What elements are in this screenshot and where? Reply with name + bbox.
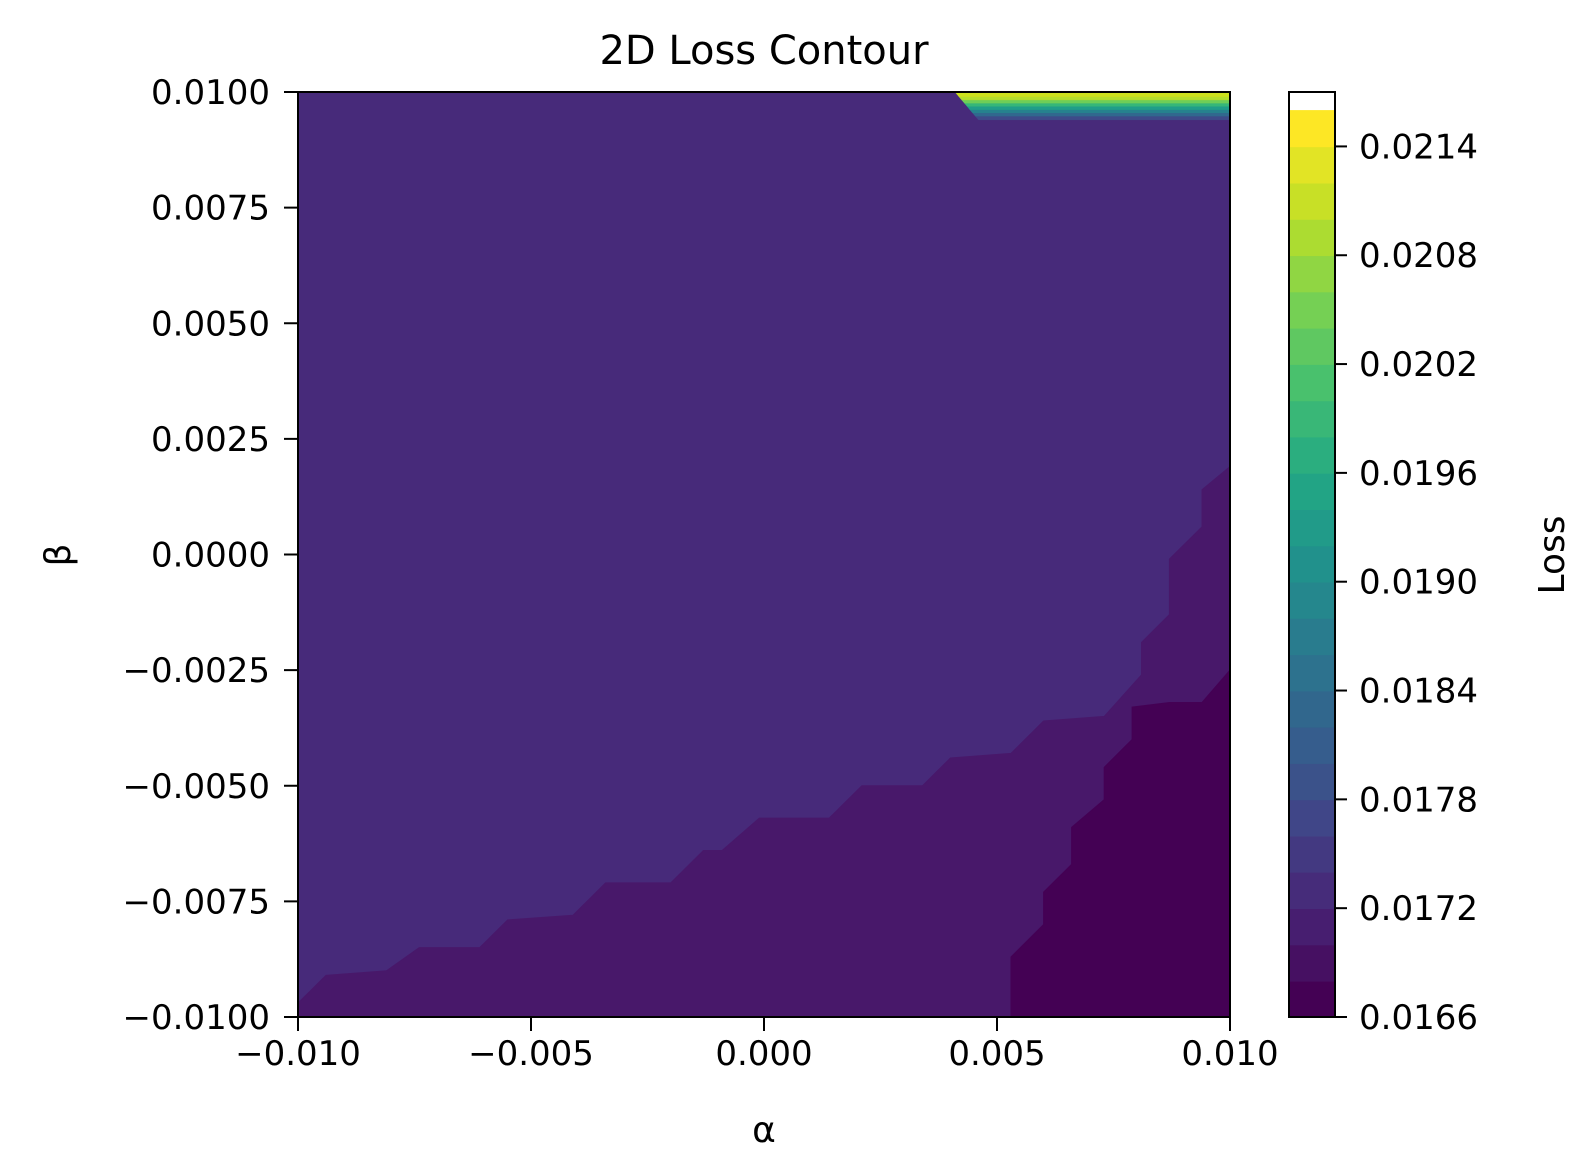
colorbar-band — [1289, 908, 1335, 946]
colorbar-tick-label: 0.0208 — [1359, 236, 1478, 276]
colorbar-band — [1289, 763, 1335, 801]
colorbar-band — [1289, 980, 1335, 1018]
colorbar-band — [1289, 690, 1335, 728]
x-tick-label: 0.000 — [715, 1034, 812, 1074]
colorbar-band — [1289, 618, 1335, 656]
colorbar-band — [1289, 110, 1335, 148]
high-loss-band-3 — [966, 106, 1231, 110]
high-loss-band-5 — [961, 99, 1231, 104]
colorbar-band — [1289, 255, 1335, 293]
chart-title: 2D Loss Contour — [599, 28, 929, 74]
colorbar-tick-label: 0.0196 — [1359, 454, 1478, 494]
colorbar-band — [1289, 146, 1335, 184]
y-tick-label: 0.0100 — [151, 73, 270, 113]
colorbar-band — [1289, 726, 1335, 764]
colorbar-tick-label: 0.0184 — [1359, 672, 1478, 712]
colorbar-frame — [1288, 91, 1336, 1018]
x-tick-label: 0.005 — [948, 1034, 1045, 1074]
colorbar-label: Loss — [1532, 516, 1573, 595]
colorbar-bands — [1289, 110, 1335, 1018]
colorbar-band — [1289, 400, 1335, 438]
y-tick-label: 0.0050 — [151, 304, 270, 344]
contour-region-1 — [297, 465, 1231, 1018]
x-tick-label: −0.005 — [468, 1034, 594, 1074]
colorbar-band — [1289, 545, 1335, 583]
colorbar-band — [1289, 581, 1335, 619]
y-tick-label: 0.0000 — [151, 536, 270, 576]
colorbar-band — [1289, 654, 1335, 692]
x-axis-ticks: −0.010 −0.005 0.000 0.005 0.010 — [235, 1017, 1279, 1074]
colorbar-ticks: 0.0166 0.0172 0.0178 0.0184 0.0190 0.0196 0.02… — [1335, 127, 1478, 1038]
colorbar-band — [1289, 509, 1335, 547]
colorbar-band — [1289, 291, 1335, 329]
high-loss-band — [954, 91, 1231, 121]
high-loss-band-0 — [974, 115, 1231, 121]
colorbar-tick-label: 0.0214 — [1359, 127, 1478, 167]
y-tick-label: 0.0075 — [151, 189, 270, 229]
colorbar-tick-label: 0.0166 — [1359, 998, 1478, 1038]
y-tick-label: −0.0050 — [123, 767, 270, 807]
colorbar-band — [1289, 871, 1335, 909]
plot-area — [297, 91, 1231, 1018]
colorbar-band — [1289, 182, 1335, 220]
y-axis-label: β — [38, 544, 79, 567]
colorbar-band — [1289, 364, 1335, 402]
x-tick-label: −0.010 — [235, 1034, 361, 1074]
colorbar-band — [1289, 944, 1335, 982]
colorbar-tick-label: 0.0178 — [1359, 780, 1478, 820]
x-axis-label: α — [752, 1110, 776, 1151]
y-tick-label: −0.0075 — [123, 882, 270, 922]
colorbar-tick-label: 0.0190 — [1359, 563, 1478, 603]
high-loss-band-6 — [958, 96, 1231, 101]
contour-regions — [297, 91, 1231, 1018]
high-loss-band-2 — [969, 109, 1231, 114]
x-tick-label: 0.010 — [1181, 1034, 1278, 1074]
colorbar-band — [1289, 799, 1335, 837]
colorbar-band — [1289, 219, 1335, 257]
y-tick-label: −0.0100 — [123, 998, 270, 1038]
colorbar-band — [1289, 472, 1335, 510]
high-loss-band-4 — [963, 102, 1231, 107]
colorbar-band — [1289, 327, 1335, 365]
colorbar: 0.0166 0.0172 0.0178 0.0184 0.0190 0.0196 0.02… — [1288, 91, 1573, 1038]
colorbar-tick-label: 0.0202 — [1359, 345, 1478, 385]
colorbar-tick-label: 0.0172 — [1359, 889, 1478, 929]
colorbar-band — [1289, 436, 1335, 474]
contour-region-2 — [1010, 668, 1231, 1018]
y-axis-ticks: −0.0100 −0.0075 −0.0050 −0.0025 0.0000 0.0025… — [123, 73, 298, 1038]
high-loss-band-1 — [971, 112, 1231, 117]
y-tick-label: 0.0025 — [151, 420, 270, 460]
y-tick-label: −0.0025 — [123, 651, 270, 691]
colorbar-band — [1289, 835, 1335, 873]
